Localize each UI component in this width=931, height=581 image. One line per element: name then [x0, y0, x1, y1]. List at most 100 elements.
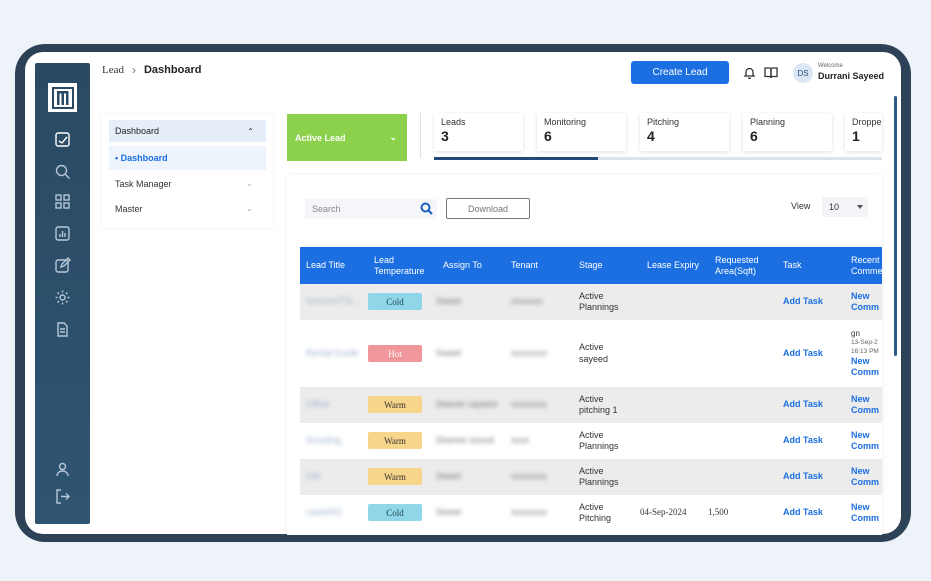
stat-card-leads[interactable]: Leads 3 [434, 113, 523, 151]
document-icon[interactable] [54, 321, 71, 338]
stat-card-pitching[interactable]: Pitching 4 [640, 113, 729, 151]
new-comment-link[interactable]: New Comm [851, 495, 879, 531]
progress-fill [434, 157, 598, 160]
menu-master[interactable]: Master [115, 204, 143, 214]
stat-card-monitoring[interactable]: Monitoring 6 [537, 113, 626, 151]
new-comment-link[interactable]: New Comm [851, 459, 879, 495]
create-lead-button[interactable]: Create Lead [631, 61, 729, 84]
cell-tenant: xxxxxxxx [511, 507, 547, 518]
table-row[interactable]: Rental Guide Hot Sweet xxxxxxxx Active s… [300, 320, 882, 387]
new-comment-text: Comm [851, 405, 880, 415]
cell-lead-title[interactable]: Lane003 [306, 507, 342, 518]
chart-icon[interactable] [54, 225, 71, 242]
add-task-link[interactable]: Add Task [783, 296, 823, 307]
temperature-badge: Cold [368, 504, 422, 521]
col-assign-to[interactable]: Assign To [443, 260, 482, 271]
table-row[interactable]: UnicornTTa... Cold Sweet xxxxxxx Active … [300, 284, 882, 320]
cell-lead-title[interactable]: Rental Guide [306, 347, 359, 358]
breadcrumb: Lead › Dashboard [102, 63, 201, 77]
cell-lead-title[interactable]: Info [306, 471, 322, 482]
new-comment-link[interactable]: Comm [851, 366, 880, 377]
new-comment-link[interactable]: New Comm [851, 387, 879, 423]
breadcrumb-lead[interactable]: Lead [102, 64, 124, 76]
col-recent-comments[interactable]: Recent Comme [851, 254, 882, 276]
search-icon[interactable] [54, 163, 71, 180]
table-row[interactable]: Info Warm Sweet xxxxxxxx Active Planning… [300, 459, 882, 495]
edit-icon[interactable] [54, 257, 71, 274]
view-select[interactable]: 10 [822, 197, 868, 217]
sidebar [35, 63, 90, 524]
search-input[interactable]: Search [305, 199, 437, 219]
stat-value: 6 [544, 128, 552, 144]
stat-card-dropped[interactable]: Droppe 1 [845, 113, 882, 151]
stage-status: Active [579, 429, 604, 440]
col-lead-temperature[interactable]: Lead Temperature [374, 254, 425, 276]
comment-author: gn [851, 329, 860, 339]
col-requested-area[interactable]: Requested Area(Sqft) [715, 254, 759, 276]
chevron-down-icon: ⌄ [389, 132, 397, 142]
temperature-badge: Hot [368, 345, 422, 362]
add-task-link[interactable]: Add Task [783, 471, 823, 482]
table-row[interactable]: Lane003 Cold Sweet xxxxxxxx Active Pitch… [300, 495, 882, 531]
logout-icon[interactable] [54, 488, 71, 505]
col-stage[interactable]: Stage [579, 260, 603, 271]
stage-status: Active [579, 290, 604, 301]
app-logo[interactable] [48, 83, 77, 112]
user-icon[interactable] [54, 461, 71, 478]
cell-lead-title[interactable]: Scouting [306, 435, 342, 446]
search-icon[interactable] [420, 202, 433, 215]
col-task[interactable]: Task [783, 260, 802, 271]
cell-stage: Active Plannings [579, 284, 619, 320]
download-button[interactable]: Download [446, 198, 530, 219]
cell-stage: Active sayeed [579, 320, 608, 387]
new-comment-text: New [851, 291, 870, 302]
menu-dashboard[interactable]: Dashboard ⌃ [109, 120, 266, 142]
menu-dashboard-sub[interactable]: • Dashboard [109, 146, 266, 170]
temperature-badge: Warm [368, 396, 422, 413]
new-comment-text: New [851, 466, 870, 477]
dashboard-icon[interactable] [54, 131, 71, 148]
cell-lead-title[interactable]: UnicornTTa... [306, 296, 360, 307]
new-comment-link[interactable]: New Comm [851, 423, 879, 459]
menu-dashboard-label: Dashboard [115, 126, 160, 136]
table-header: Lead Title Lead Temperature Assign To Te… [300, 247, 882, 284]
add-task-link[interactable]: Add Task [783, 347, 823, 358]
avatar[interactable]: DS [793, 63, 813, 83]
add-task-link[interactable]: Add Task [783, 507, 823, 518]
view-select-value: 10 [829, 202, 840, 212]
left-menu: Dashboard ⌃ • Dashboard Task Manager ⌄ M… [102, 113, 273, 228]
breadcrumb-chevron-icon: › [131, 63, 136, 77]
page-scrollbar[interactable] [894, 96, 897, 356]
cell-lead-title[interactable]: Office [306, 399, 330, 410]
stat-label: Pitching [647, 117, 680, 127]
col-tenant[interactable]: Tenant [511, 260, 539, 271]
stat-value: 1 [852, 128, 860, 144]
new-comment-text: New [851, 502, 870, 513]
add-task-link[interactable]: Add Task [783, 435, 823, 446]
table-row[interactable]: Office Warm Deaner sayeed xxxxxxxx Activ… [300, 387, 882, 423]
caret-down-icon [857, 205, 863, 209]
add-task-link[interactable]: Add Task [783, 399, 823, 410]
bell-icon[interactable] [743, 66, 756, 80]
stat-label: Monitoring [544, 117, 587, 127]
grid-icon[interactable] [54, 193, 71, 210]
cell-assign-to: Deanes sound [436, 435, 495, 446]
col-lease-expiry[interactable]: Lease Expiry [647, 260, 700, 271]
stat-card-planning[interactable]: Planning 6 [743, 113, 832, 151]
cell-assign-to: Sweet [436, 471, 462, 482]
cell-lease-expiry: 04-Sep-2024 [640, 507, 687, 518]
menu-task-manager[interactable]: Task Manager [115, 179, 172, 189]
chevron-down-icon: ⌄ [246, 179, 253, 188]
new-comment-link[interactable]: New Comm [851, 284, 879, 320]
table-row[interactable]: Scouting Warm Deanes sound xxxx Active P… [300, 423, 882, 459]
stage-name: sayeed [579, 353, 609, 364]
cell-assign-to: Sweet [436, 296, 462, 307]
settings-icon[interactable] [54, 289, 71, 306]
new-comment-text: New [851, 394, 870, 405]
col-lead-title[interactable]: Lead Title [306, 260, 346, 271]
new-comment-link[interactable]: New [851, 356, 870, 367]
active-lead-dropdown[interactable]: Active Lead ⌄ [287, 114, 407, 161]
stat-label: Planning [750, 117, 786, 127]
stage-name: pitching 1 [579, 405, 618, 415]
book-icon[interactable] [764, 66, 778, 79]
